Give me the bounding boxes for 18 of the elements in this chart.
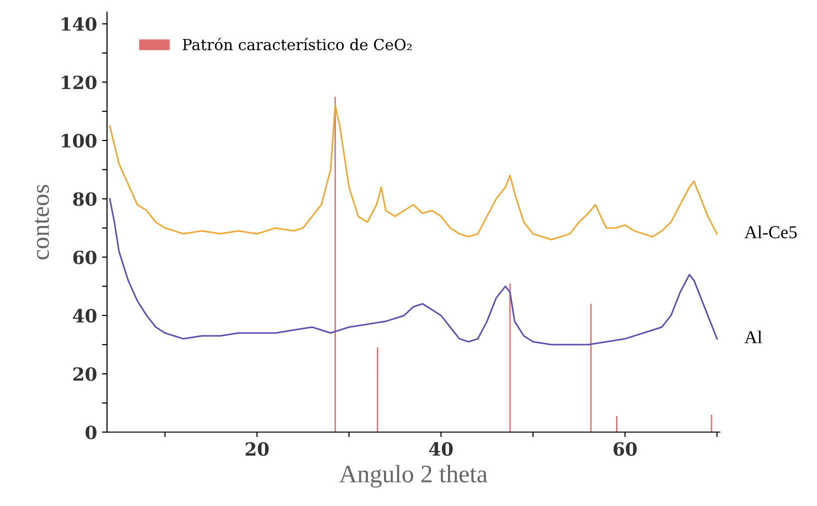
y-tick-label: 80 — [73, 192, 96, 206]
x-tick-label: 40 — [429, 442, 453, 456]
y-tick-label: 20 — [73, 367, 96, 381]
legend-label: Patrón característico de CeO₂ — [182, 38, 412, 50]
line-series — [109, 198, 718, 346]
series-label: Al — [744, 330, 762, 344]
line-series — [109, 104, 718, 240]
y-tick-label: 100 — [62, 134, 96, 148]
y-tick-label: 140 — [62, 17, 96, 31]
y-tick-label: 0 — [86, 426, 96, 440]
x-axis-title: Angulo 2 theta — [339, 464, 488, 488]
x-tick-label: 20 — [246, 442, 269, 456]
x-tick-label: 60 — [614, 442, 637, 456]
series-label: Al-Ce5 — [744, 226, 797, 238]
y-tick-label: 60 — [73, 250, 96, 264]
y-tick-label: 120 — [62, 76, 96, 90]
y-tick-label: 40 — [72, 308, 96, 323]
y-axis-title: conteos — [34, 184, 49, 260]
